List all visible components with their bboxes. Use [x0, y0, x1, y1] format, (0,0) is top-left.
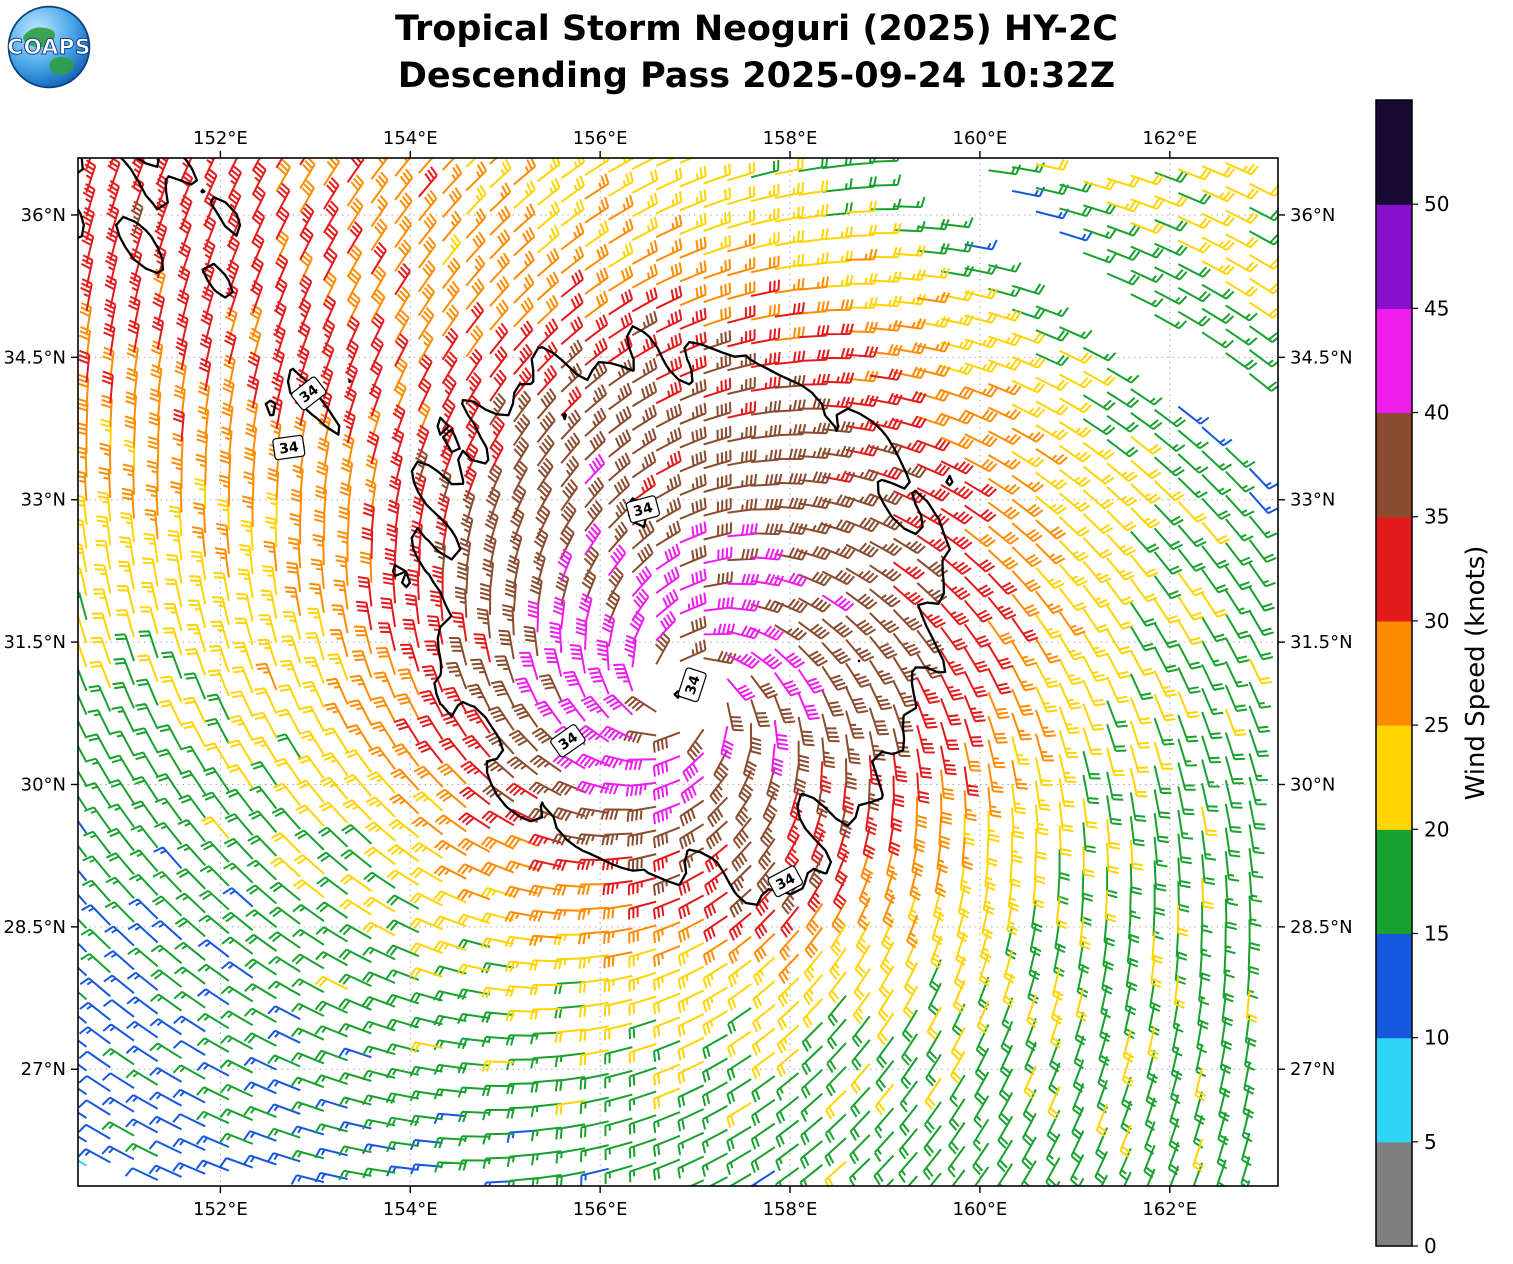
contour-label: 34 — [272, 434, 306, 461]
contour-label: 34 — [550, 724, 586, 758]
continent-shape — [49, 56, 75, 76]
contour-label-box — [767, 865, 804, 898]
colorbar-segment-30-35kt — [1376, 516, 1412, 622]
lon-tick-label-top: 158°E — [763, 128, 818, 149]
contour-label-box — [550, 724, 586, 758]
colorbar-segment-45-50kt — [1376, 204, 1412, 309]
wind-barbs-20-25kt — [78, 158, 1278, 1186]
lon-tick-label-top: 156°E — [573, 128, 628, 149]
title-line-2: Descending Pass 2025-09-24 10:32Z — [397, 55, 1116, 96]
lon-tick-label-top: 160°E — [953, 128, 1008, 149]
lat-tick-label-left: 31.5°N — [3, 632, 66, 653]
wind-barbs-40-45kt — [514, 453, 855, 825]
colorbar-title: Wind Speed (knots) — [1461, 546, 1491, 801]
contour-label-box — [291, 376, 327, 411]
wind-barbs-25-30kt — [78, 158, 1086, 985]
contour-label-text: 34 — [278, 439, 300, 458]
contour-label-box — [272, 434, 306, 461]
colorbar-segment-0-5kt — [1376, 1141, 1412, 1247]
colorbar: 0 5 10 15 20 25 30 35 40 45 50 Wind Speed (knots) — [1375, 99, 1491, 1258]
colorbar-tick-label: 0 — [1424, 1234, 1437, 1258]
lat-tick-label-left: 28.5°N — [3, 917, 66, 938]
colorbar-tick-label: 35 — [1424, 505, 1449, 529]
colorbar-tick-label: 45 — [1424, 296, 1449, 320]
colorbar-tick-label: 5 — [1424, 1130, 1437, 1154]
wind-barbs-10-15kt — [78, 186, 1278, 1186]
colorbar-tick-label: 25 — [1424, 713, 1449, 737]
lon-tick-label-bottom: 156°E — [573, 1199, 628, 1220]
colorbar-segment-20-25kt — [1376, 725, 1412, 830]
coaps-logo: COAPS — [6, 4, 92, 90]
lon-tick-label-bottom: 160°E — [953, 1199, 1008, 1220]
colorbar-segment-40-45kt — [1376, 308, 1412, 414]
lat-tick-label-left: 34.5°N — [3, 347, 66, 368]
lon-tick-label-bottom: 152°E — [193, 1199, 248, 1220]
title-line-1: Tropical Storm Neoguri (2025) HY-2C — [395, 9, 1118, 49]
colorbar-tick-label: 15 — [1424, 921, 1449, 945]
colorbar-tick-label: 40 — [1424, 401, 1449, 425]
contour-labels-layer: 34 34 34 34 34 34 — [272, 376, 804, 898]
wind-barbs-15-20kt — [78, 158, 1278, 1186]
colorbar-segment-25-30kt — [1376, 620, 1412, 726]
colorbar-tick-label: 30 — [1424, 609, 1449, 633]
colorbar-segment-50-55kt — [1376, 100, 1412, 205]
colorbar-segment-5-10kt — [1376, 1037, 1412, 1143]
lat-tick-label-right: 30°N — [1290, 774, 1335, 795]
title-block: Tropical Storm Neoguri (2025) HY-2C Desc… — [0, 6, 1513, 99]
colorbar-tick-label: 10 — [1424, 1026, 1449, 1050]
lon-tick-label-top: 162°E — [1142, 128, 1197, 149]
axes-layer: 152°E 152°E 154°E 154°E 156°E 156°E 158°E 158°E… — [3, 128, 1352, 1220]
lon-tick-label-bottom: 158°E — [763, 1199, 818, 1220]
lat-tick-label-right: 28.5°N — [1290, 917, 1353, 938]
wind-barbs-layer — [78, 158, 1278, 1186]
lon-tick-label-top: 152°E — [193, 128, 248, 149]
lon-tick-label-bottom: 162°E — [1142, 1199, 1197, 1220]
contour-label: 34 — [677, 667, 707, 703]
wind-barbs-30-35kt — [78, 158, 1039, 942]
wind-barbs-5-10kt — [78, 1159, 87, 1167]
lon-tick-label-bottom: 154°E — [383, 1199, 438, 1220]
contour-label-box — [625, 495, 661, 524]
lon-tick-label-top: 154°E — [383, 128, 438, 149]
lat-tick-label-left: 33°N — [21, 490, 66, 511]
colorbar-frame — [1375, 99, 1413, 1247]
contour-label: 34 — [767, 865, 804, 898]
continent-shape — [23, 27, 55, 48]
contour-34kt — [78, 158, 954, 906]
colorbar-tick-label: 20 — [1424, 817, 1449, 841]
lat-tick-label-right: 27°N — [1290, 1059, 1335, 1080]
lat-tick-label-left: 27°N — [21, 1059, 66, 1080]
lat-tick-label-right: 34.5°N — [1290, 347, 1353, 368]
contour-34kt-layer — [78, 158, 954, 906]
contour-label-text: 34 — [683, 673, 704, 697]
colorbar-segment-15-20kt — [1376, 829, 1412, 935]
lat-tick-label-left: 36°N — [21, 205, 66, 226]
lat-tick-label-right: 36°N — [1290, 205, 1335, 226]
plot-frame — [77, 157, 1279, 1187]
colorbar-segment-10-15kt — [1376, 933, 1412, 1039]
lat-tick-label-right: 31.5°N — [1290, 632, 1353, 653]
colorbar-segment-35-40kt — [1376, 412, 1412, 518]
lat-tick-label-right: 33°N — [1290, 490, 1335, 511]
contour-label-box — [677, 667, 707, 703]
lat-tick-label-left: 30°N — [21, 774, 66, 795]
contour-label: 34 — [291, 376, 327, 411]
coaps-logo-globe: COAPS — [7, 5, 91, 89]
logo-text: COAPS — [7, 35, 91, 60]
colorbar-tick-label: 50 — [1424, 192, 1449, 216]
contour-label-text: 34 — [632, 500, 655, 521]
contour-label: 34 — [625, 495, 661, 524]
